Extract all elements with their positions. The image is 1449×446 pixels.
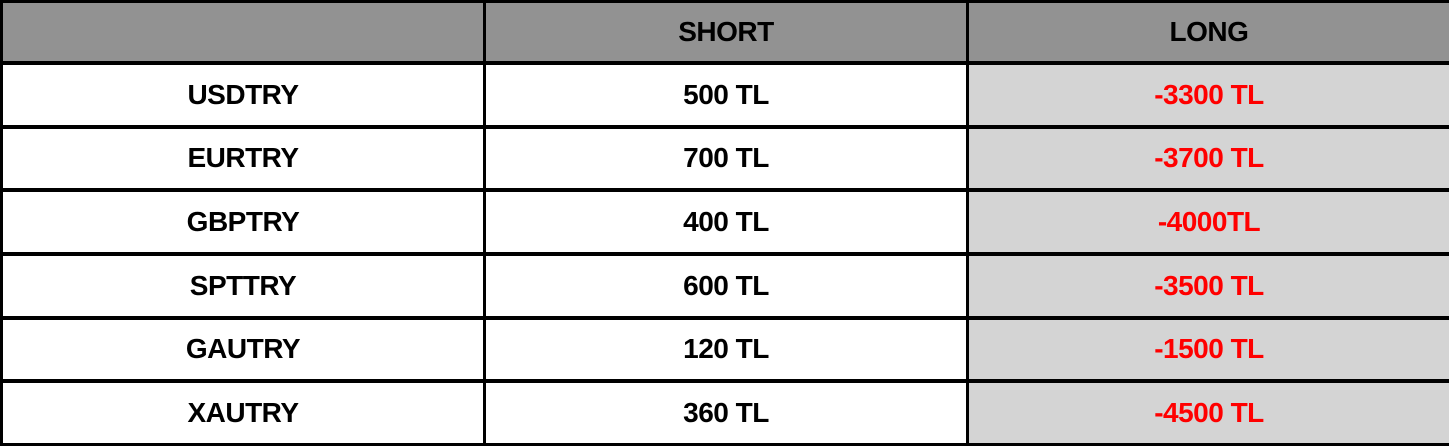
short-cell: 120 TL [483, 315, 969, 383]
header-long: LONG [966, 0, 1449, 65]
table-row: USDTRY 500 TL -3300 TL [0, 61, 1449, 129]
long-cell: -3300 TL [966, 61, 1449, 129]
long-cell: -4500 TL [966, 379, 1449, 446]
table-row: EURTRY 700 TL -3700 TL [0, 124, 1449, 192]
short-cell: 360 TL [483, 379, 969, 446]
long-cell: -3500 TL [966, 251, 1449, 320]
header-row: SHORT LONG [0, 0, 1449, 65]
symbol-cell: SPTTRY [0, 251, 486, 320]
table-row: SPTTRY 600 TL -3500 TL [0, 251, 1449, 320]
symbol-cell: GAUTRY [0, 315, 486, 383]
table-row: GAUTRY 120 TL -1500 TL [0, 315, 1449, 383]
symbol-cell: GBPTRY [0, 188, 486, 256]
long-cell: -1500 TL [966, 315, 1449, 383]
header-short: SHORT [483, 0, 969, 65]
table-row: GBPTRY 400 TL -4000TL [0, 188, 1449, 256]
table-row: XAUTRY 360 TL -4500 TL [0, 379, 1449, 446]
short-cell: 600 TL [483, 251, 969, 320]
long-cell: -4000TL [966, 188, 1449, 256]
short-cell: 500 TL [483, 61, 969, 129]
symbol-cell: EURTRY [0, 124, 486, 192]
short-cell: 400 TL [483, 188, 969, 256]
symbol-cell: XAUTRY [0, 379, 486, 446]
long-cell: -3700 TL [966, 124, 1449, 192]
symbol-cell: USDTRY [0, 61, 486, 129]
header-symbol [0, 0, 486, 65]
short-cell: 700 TL [483, 124, 969, 192]
